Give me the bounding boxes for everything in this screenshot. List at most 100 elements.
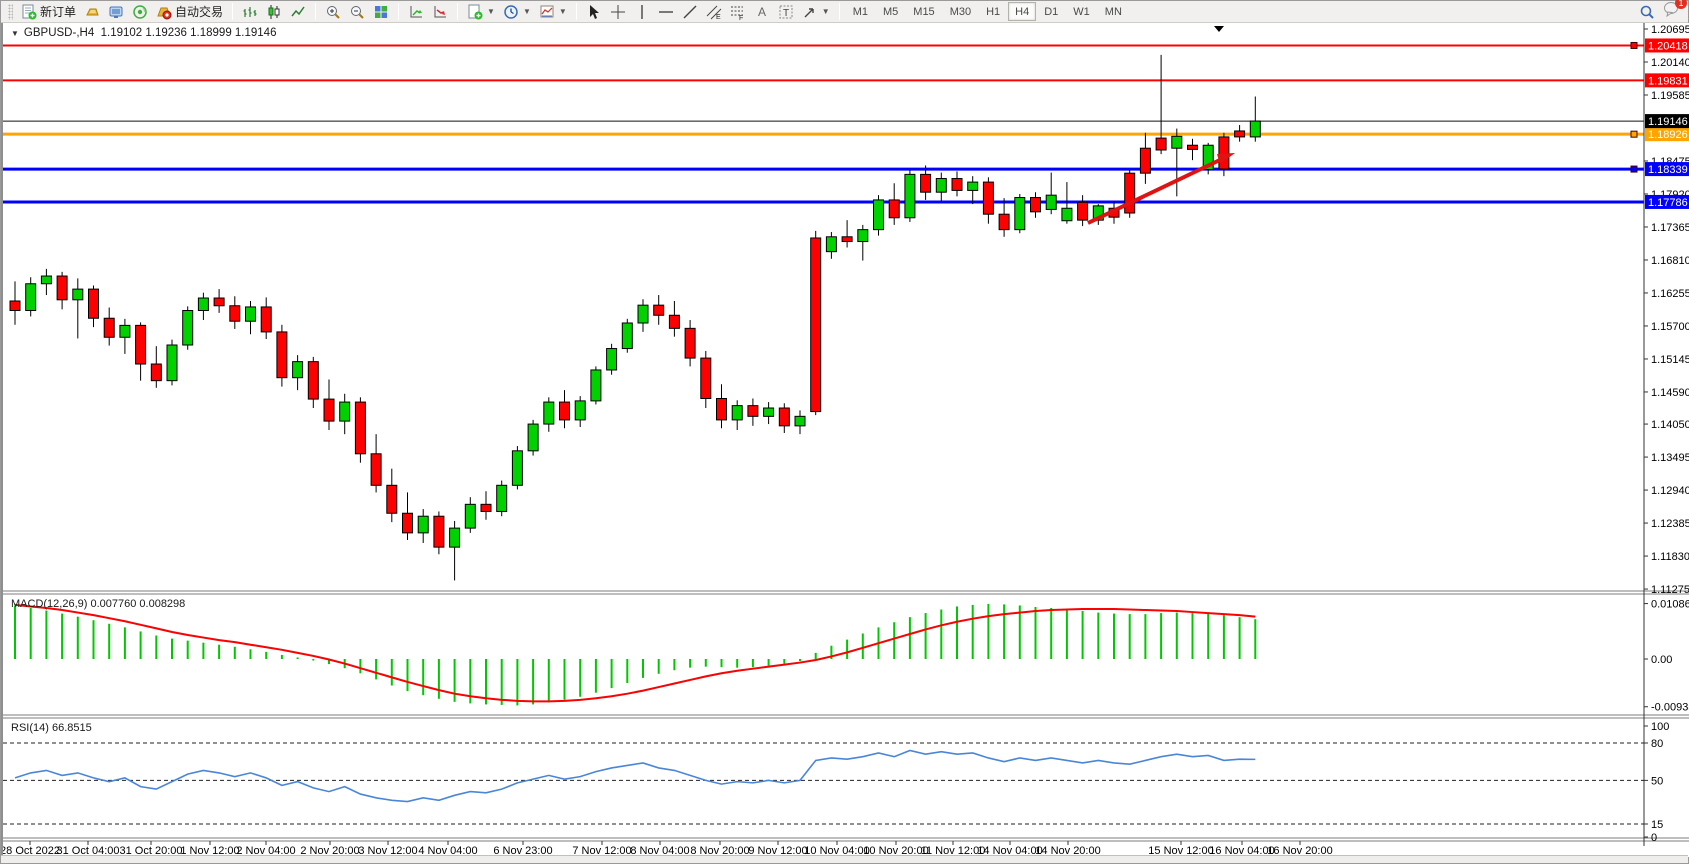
candlestick (888, 199, 900, 219)
timeframe-button-W1[interactable]: W1 (1073, 6, 1090, 18)
template-button[interactable]: ▼ (536, 2, 570, 22)
new-order-button[interactable]: 新订单 (18, 2, 79, 22)
axis-label: 15 (1651, 819, 1663, 831)
zoom-out-button[interactable] (346, 2, 368, 22)
chart-canvas[interactable]: 1.206951.201401.195851.184751.179201.173… (3, 23, 1689, 857)
date-label: 9 Nov 12:00 (748, 845, 807, 857)
timeframe-button-M15[interactable]: M15 (913, 6, 935, 18)
channel-tool-button[interactable]: E (703, 2, 725, 22)
price-line-axis-label (1645, 162, 1689, 177)
candlestick (1030, 197, 1041, 213)
axis-label: 1.20695 (1651, 24, 1689, 36)
timeframe-button-M30[interactable]: M30 (949, 6, 972, 18)
macd-indicator-label: MACD(12,26,9) 0.007760 0.008298 (11, 598, 186, 610)
text-label-tool-button[interactable]: T (775, 2, 797, 22)
timeframe-button-M5[interactable]: M5 (883, 6, 899, 18)
vertical-line-tool-button[interactable] (631, 2, 653, 22)
price-line-axis-label (1645, 194, 1689, 209)
line-chart-button[interactable] (287, 2, 309, 22)
add-indicator-button[interactable]: ▼ (464, 2, 498, 22)
candlestick (982, 181, 994, 215)
gold-ingot-icon (86, 8, 99, 15)
horizontal-line-tool-button[interactable] (655, 2, 677, 22)
date-label: 16 Nov 20:00 (1267, 845, 1332, 857)
candlestick (778, 407, 790, 427)
candlestick (1234, 130, 1246, 138)
add-indicator-icon (468, 4, 483, 19)
candlestick (935, 178, 947, 193)
tile-windows-button[interactable] (370, 2, 392, 22)
candlestick (653, 304, 665, 316)
timeframe-button-H4[interactable]: H4 (1008, 2, 1037, 21)
timeframe-button-M1[interactable]: M1 (852, 6, 868, 18)
market-watch-button[interactable] (81, 2, 103, 22)
candlestick (559, 401, 570, 421)
axis-label: -0.009358 (1651, 702, 1689, 714)
fibonacci-tool-button[interactable]: F (727, 2, 749, 22)
price-line-axis-label (1645, 38, 1689, 53)
toolbar-right-group: 1 (1639, 0, 1687, 22)
svg-text:1.18339: 1.18339 (1648, 164, 1688, 176)
candlestick (621, 322, 633, 350)
chart-symbol-period: GBPUSD-,H4 (23, 27, 95, 39)
price-line-axis-label (1645, 73, 1689, 88)
svg-text:T: T (783, 8, 789, 19)
arrows-tool-button[interactable]: ▼ (799, 2, 833, 22)
candlestick (810, 237, 822, 413)
axis-label: 0.00 (1651, 654, 1672, 666)
date-label: 31 Oct 20:00 (120, 845, 183, 857)
candlestick (1187, 144, 1198, 150)
chart-shift-marker[interactable] (1214, 26, 1224, 32)
symbol-dropdown-icon[interactable]: ▼ (11, 29, 19, 38)
candlestick (1139, 147, 1151, 174)
indicator-down-button[interactable] (429, 2, 451, 22)
candlestick (747, 405, 759, 417)
cursor-tool-button[interactable] (583, 2, 605, 22)
date-label: 8 Nov 04:00 (630, 845, 689, 857)
zoom-in-icon (327, 5, 340, 19)
candlestick (825, 236, 837, 253)
date-label: 7 Nov 12:00 (572, 845, 631, 857)
candlestick (229, 305, 241, 322)
timeframe-button-MN[interactable]: MN (1104, 6, 1122, 18)
chart-area[interactable]: 1.206951.201401.195851.184751.179201.173… (1, 23, 1689, 857)
chart-arrow-up-icon (410, 5, 423, 17)
signals-button[interactable] (129, 2, 151, 22)
text-tool-button[interactable]: A (751, 2, 773, 22)
candlestick (606, 348, 618, 371)
chat-icon (1664, 2, 1678, 18)
price-line-handle[interactable] (1630, 130, 1638, 138)
indicator-up-button[interactable] (405, 2, 427, 22)
candlestick (763, 407, 775, 417)
chat-button[interactable]: 1 (1663, 0, 1687, 22)
chart-ohlc-values: 1.19102 1.19236 1.18999 1.19146 (100, 27, 277, 39)
auto-trading-button[interactable]: 自动交易 (153, 2, 226, 22)
date-label: 16 Nov 04:00 (1209, 845, 1274, 857)
data-window-button[interactable] (105, 2, 127, 22)
timeframe-button-H1[interactable]: H1 (986, 6, 1001, 18)
zoom-in-button[interactable] (322, 2, 344, 22)
signal-icon (133, 4, 147, 19)
equidistant-channel-icon: E (706, 5, 722, 20)
trendline-tool-button[interactable] (679, 2, 701, 22)
price-line-handle[interactable] (1630, 165, 1638, 173)
timeframe-button-D1[interactable]: D1 (1044, 6, 1059, 18)
trend-arrow[interactable] (1087, 156, 1225, 225)
candlestick (307, 361, 319, 400)
fibonacci-icon: F (730, 6, 743, 20)
candlestick (731, 405, 743, 421)
candlestick (543, 401, 555, 425)
search-icon[interactable] (1639, 4, 1655, 20)
toolbar-separator (315, 3, 317, 20)
candlestick-chart-button[interactable] (263, 2, 285, 22)
candlestick (339, 401, 351, 422)
bar-chart-button[interactable] (239, 2, 261, 22)
axis-label: 1.12385 (1651, 518, 1689, 530)
candlestick (920, 173, 932, 193)
period-button[interactable]: ▼ (500, 2, 534, 22)
candlestick (1045, 194, 1057, 210)
price-line-handle[interactable] (1630, 41, 1638, 49)
candlestick (119, 324, 131, 338)
trend-arrow-head[interactable] (1217, 153, 1235, 164)
crosshair-tool-button[interactable] (607, 2, 629, 22)
